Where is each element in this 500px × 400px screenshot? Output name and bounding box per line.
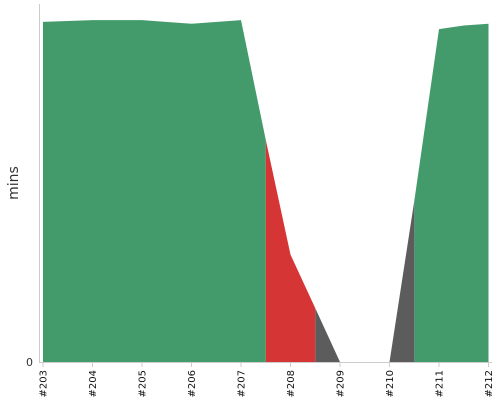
y-tick-label-zero: 0 [26, 356, 33, 369]
area-failed [265, 140, 316, 362]
area-success [43, 20, 489, 362]
x-tick-label: #208 [286, 370, 297, 397]
x-tick-label: #211 [435, 370, 446, 397]
x-tick-label: #204 [88, 370, 99, 397]
x-tick-label: #206 [187, 370, 198, 397]
area-aborted-b [389, 200, 415, 362]
x-tick-label: #212 [484, 370, 495, 397]
x-tick-label: #210 [385, 370, 396, 397]
area-aborted-a [315, 308, 340, 362]
x-tick-label: #205 [138, 370, 149, 397]
x-tick-label: #209 [336, 370, 347, 397]
y-axis-title: mins [6, 166, 22, 200]
x-tick-label: #203 [39, 370, 50, 397]
x-tick-label: #207 [237, 370, 248, 397]
plot-area [43, 20, 489, 362]
x-axis-ticks: #203 #204 #205 #206 #207 #208 #209 #210 #211 #212 [39, 362, 495, 397]
